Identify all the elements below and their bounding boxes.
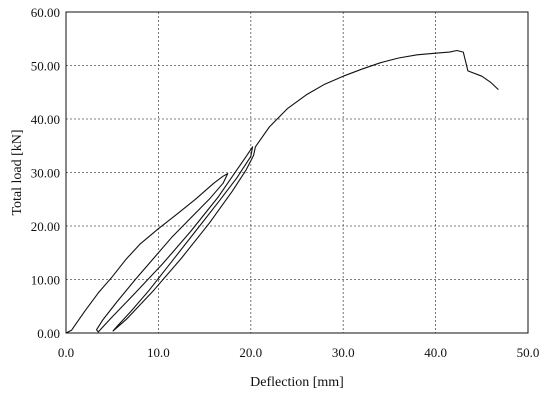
load-deflection-curve bbox=[65, 49, 499, 334]
y-tick-label: 40.00 bbox=[31, 112, 60, 127]
y-tick-label: 20.00 bbox=[31, 219, 60, 234]
y-tick-label: 0.00 bbox=[37, 326, 60, 341]
x-tick-label: 50.0 bbox=[517, 345, 540, 360]
x-tick-label: 0.0 bbox=[58, 345, 74, 360]
x-tick-label: 20.0 bbox=[239, 345, 262, 360]
grid-lines bbox=[66, 12, 528, 333]
plot-frame bbox=[65, 11, 529, 334]
y-tick-label: 60.00 bbox=[31, 5, 60, 20]
series-layer bbox=[65, 49, 499, 334]
y-tick-label: 30.00 bbox=[31, 166, 60, 181]
x-tick-label: 30.0 bbox=[332, 345, 355, 360]
y-tick-label: 10.00 bbox=[31, 273, 60, 288]
y-tick-label: 50.00 bbox=[31, 59, 60, 74]
x-axis-title: Deflection [mm] bbox=[250, 375, 344, 390]
x-tick-label: 10.0 bbox=[147, 345, 170, 360]
x-tick-label: 40.0 bbox=[424, 345, 447, 360]
tick-labels: 0.0 10.0 20.0 30.0 40.0 50.0 0.00 10.00 20.00 30.… bbox=[31, 5, 540, 360]
y-axis-title: Total load [kN] bbox=[10, 129, 25, 215]
